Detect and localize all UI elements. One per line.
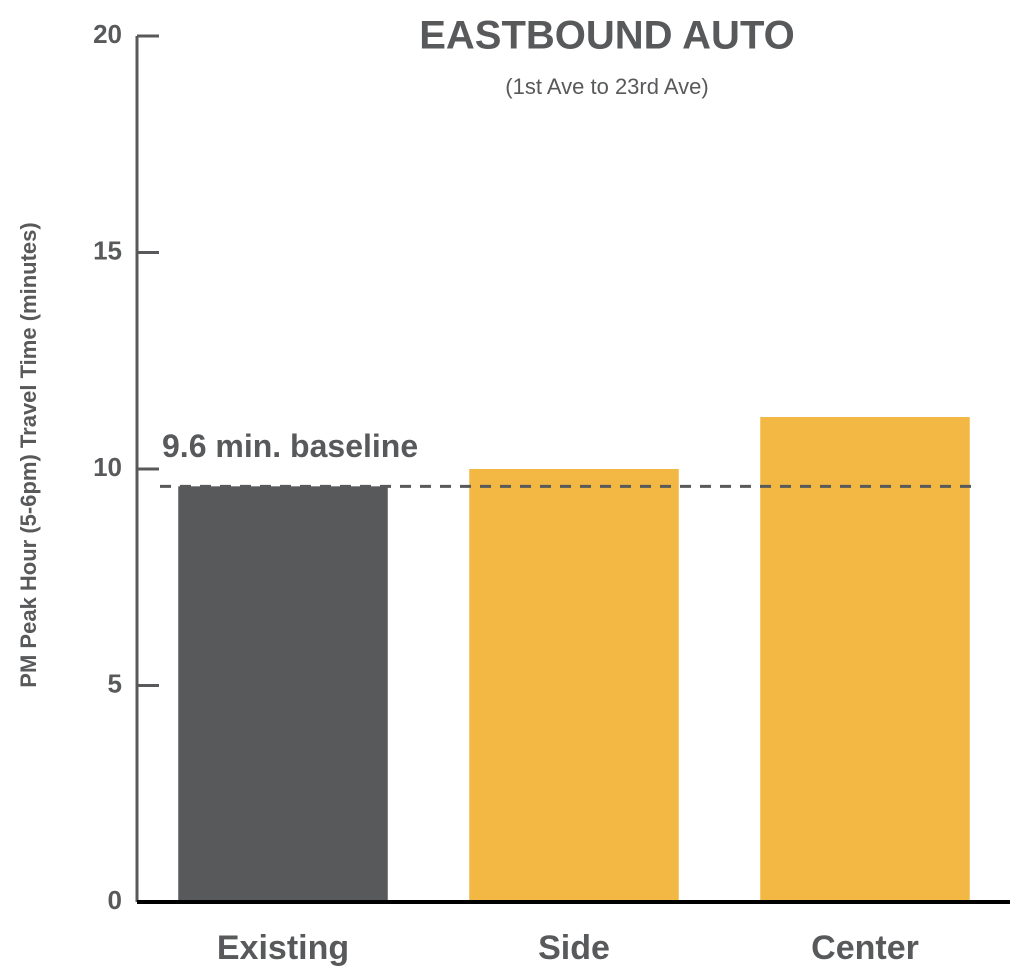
y-tick-label: 5	[108, 668, 122, 698]
y-tick-label: 0	[108, 885, 122, 915]
x-tick-label: Side	[538, 929, 610, 967]
bar	[469, 469, 679, 902]
chart-subtitle: (1st Ave to 23rd Ave)	[505, 74, 708, 99]
y-tick-label: 15	[93, 235, 122, 265]
chart-title: EASTBOUND AUTO	[419, 14, 795, 58]
bar	[760, 417, 970, 902]
x-tick-label: Center	[811, 929, 919, 967]
reference-label: 9.6 min. baseline	[162, 428, 418, 464]
y-axis-label: PM Peak Hour (5-6pm) Travel Time (minute…	[16, 222, 41, 687]
y-tick-label: 10	[93, 452, 122, 482]
x-tick-label: Existing	[217, 929, 349, 967]
bar	[178, 486, 388, 902]
y-tick-label: 20	[93, 19, 122, 49]
